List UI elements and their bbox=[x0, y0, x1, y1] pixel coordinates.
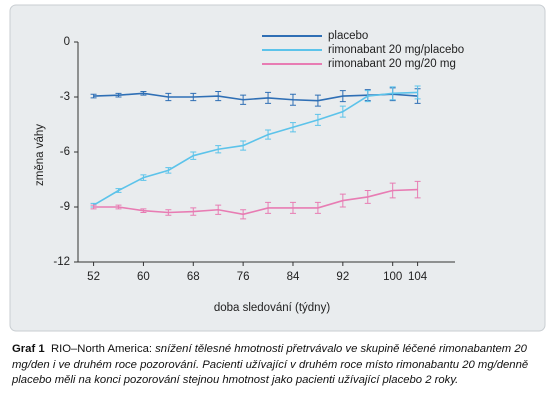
error-bar bbox=[389, 86, 396, 101]
error-bar bbox=[314, 94, 321, 107]
chart: změna váhy doba sledování (týdny) 0 -3 -6 -… bbox=[9, 4, 546, 332]
y-tick-label: -12 bbox=[53, 256, 70, 268]
error-bar bbox=[240, 94, 247, 105]
caption-label: Graf 1 bbox=[12, 343, 45, 355]
error-bar bbox=[140, 208, 147, 213]
legend-label: rimonabant 20 mg/20 mg bbox=[328, 58, 456, 70]
error-bar bbox=[190, 92, 197, 102]
y-tick-label: -9 bbox=[60, 201, 70, 213]
x-axis-label: doba sledování (týdny) bbox=[214, 302, 331, 314]
caption-lead: RIO–North America: bbox=[50, 343, 153, 355]
error-bar bbox=[140, 174, 147, 181]
error-bar bbox=[215, 91, 222, 102]
error-bar bbox=[90, 93, 97, 99]
y-tick-label: -6 bbox=[60, 146, 70, 158]
legend-label: placebo bbox=[328, 30, 368, 42]
error-bar bbox=[414, 180, 421, 199]
series-line bbox=[93, 91, 418, 206]
x-tick-label: 100 bbox=[383, 271, 402, 283]
x-tick-label: 104 bbox=[408, 271, 428, 283]
error-bar bbox=[140, 91, 147, 96]
error-bar bbox=[339, 105, 346, 118]
x-tick-label: 76 bbox=[237, 271, 250, 283]
caption: Graf 1 RIO–North America: snížení tělesn… bbox=[12, 342, 542, 389]
error-bar bbox=[190, 151, 197, 160]
x-tick-label: 60 bbox=[137, 271, 150, 283]
error-bar bbox=[90, 204, 97, 210]
error-bar bbox=[339, 90, 346, 103]
error-bar bbox=[364, 190, 371, 204]
x-tick-label: 84 bbox=[287, 271, 300, 283]
chart-panel bbox=[9, 4, 546, 332]
error-bar bbox=[414, 85, 421, 100]
error-bar bbox=[190, 207, 197, 216]
error-bar bbox=[115, 204, 122, 210]
error-bar bbox=[289, 201, 296, 214]
error-bar bbox=[265, 201, 272, 214]
error-bar bbox=[215, 145, 222, 154]
error-bar bbox=[339, 193, 346, 208]
error-bar bbox=[289, 122, 296, 133]
error-bar bbox=[240, 140, 247, 151]
error-bar bbox=[265, 91, 272, 104]
series-line bbox=[93, 188, 418, 216]
error-bar bbox=[364, 90, 371, 103]
x-tick-label: 92 bbox=[336, 271, 349, 283]
y-tick-label: 0 bbox=[64, 36, 70, 48]
error-bar bbox=[240, 209, 247, 220]
legend-label: rimonabant 20 mg/placebo bbox=[328, 44, 464, 56]
caption-text: snížení tělesné hmotnosti přetrvávalo ve… bbox=[12, 343, 529, 386]
error-bar bbox=[389, 182, 396, 199]
error-bar bbox=[289, 93, 296, 106]
error-bar bbox=[314, 113, 321, 126]
y-tick-label: -3 bbox=[60, 91, 70, 103]
series-line bbox=[93, 92, 418, 102]
x-tick-label: 52 bbox=[87, 271, 100, 283]
error-bar bbox=[265, 129, 272, 140]
error-bar bbox=[115, 92, 122, 98]
error-bar bbox=[165, 92, 172, 102]
y-axis-label: změna váhy bbox=[34, 124, 46, 186]
error-bar bbox=[165, 167, 172, 174]
x-tick-label: 68 bbox=[187, 271, 200, 283]
error-bar bbox=[165, 209, 172, 216]
error-bar bbox=[115, 188, 122, 193]
error-bar bbox=[215, 204, 222, 215]
error-bar bbox=[314, 201, 321, 214]
